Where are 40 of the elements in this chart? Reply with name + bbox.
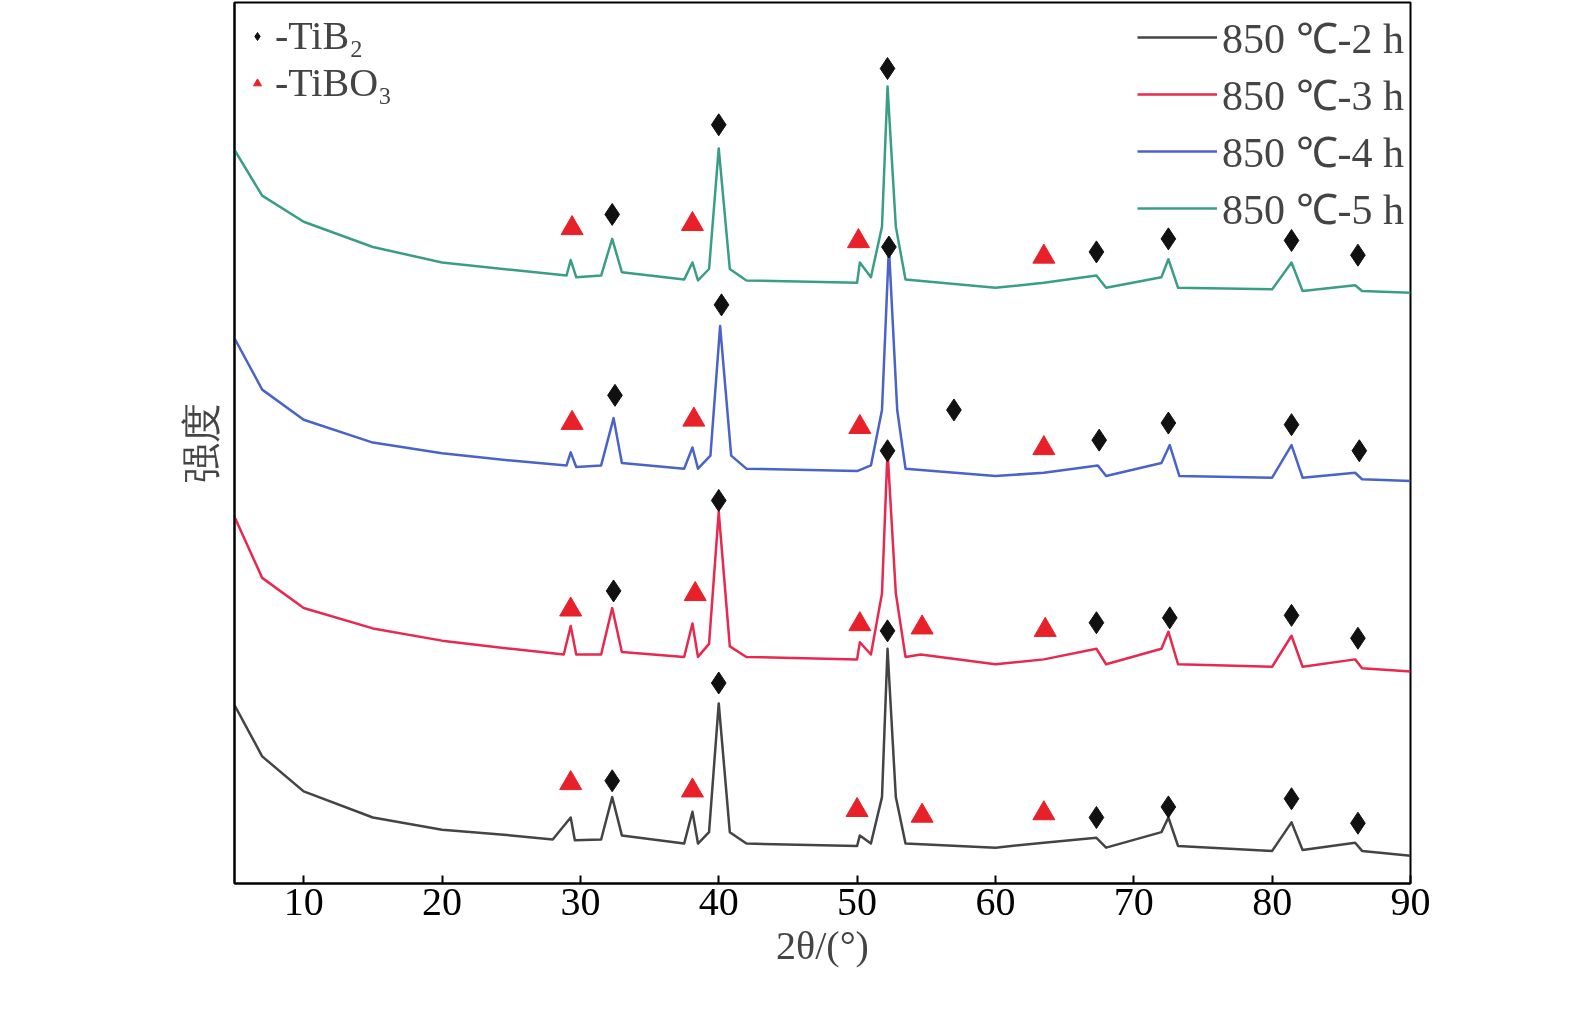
- point: [604, 769, 621, 793]
- legend-label: 850 ℃-3 h: [1222, 72, 1404, 121]
- x-tick-label: 70: [1113, 878, 1154, 924]
- x-tick-label: 90: [1390, 878, 1431, 924]
- legend-label: 850 ℃-5 h: [1222, 186, 1404, 235]
- x-tick-label: 80: [1252, 878, 1293, 924]
- legend-label: 850 ℃-4 h: [1222, 129, 1404, 178]
- point: [713, 293, 730, 317]
- x-tick-label: 50: [837, 878, 878, 924]
- x-tick-label: 60: [975, 878, 1016, 924]
- point: [1091, 428, 1108, 452]
- point: [604, 202, 621, 226]
- point: [1161, 606, 1178, 630]
- x-tick-label: 30: [560, 878, 601, 924]
- point: [1160, 227, 1177, 251]
- point: [1088, 805, 1105, 829]
- x-tick-label: 20: [422, 878, 463, 924]
- point: [1088, 611, 1105, 635]
- point: [710, 113, 727, 137]
- point: [710, 671, 727, 695]
- point: [1283, 603, 1300, 627]
- point: [1160, 795, 1177, 819]
- point: [1351, 439, 1368, 463]
- point: [1160, 411, 1177, 435]
- point: [605, 579, 622, 603]
- legend-label: -TiBO₃: [275, 59, 392, 106]
- point: [1088, 240, 1105, 264]
- point: [1283, 787, 1300, 811]
- point: [879, 439, 896, 463]
- point: [710, 488, 727, 512]
- point: [1283, 228, 1300, 252]
- point: [1283, 413, 1300, 437]
- legend-label: 850 ℃-2 h: [1222, 15, 1404, 64]
- legend-label: -TiB₂: [275, 12, 364, 59]
- point: [879, 57, 896, 81]
- y-axis-title: 强度: [177, 403, 224, 483]
- x-axis-title: 2θ/(°): [776, 922, 869, 968]
- x-tick-label: 40: [698, 878, 739, 924]
- x-tick-label: 10: [283, 878, 324, 924]
- point: [879, 619, 896, 643]
